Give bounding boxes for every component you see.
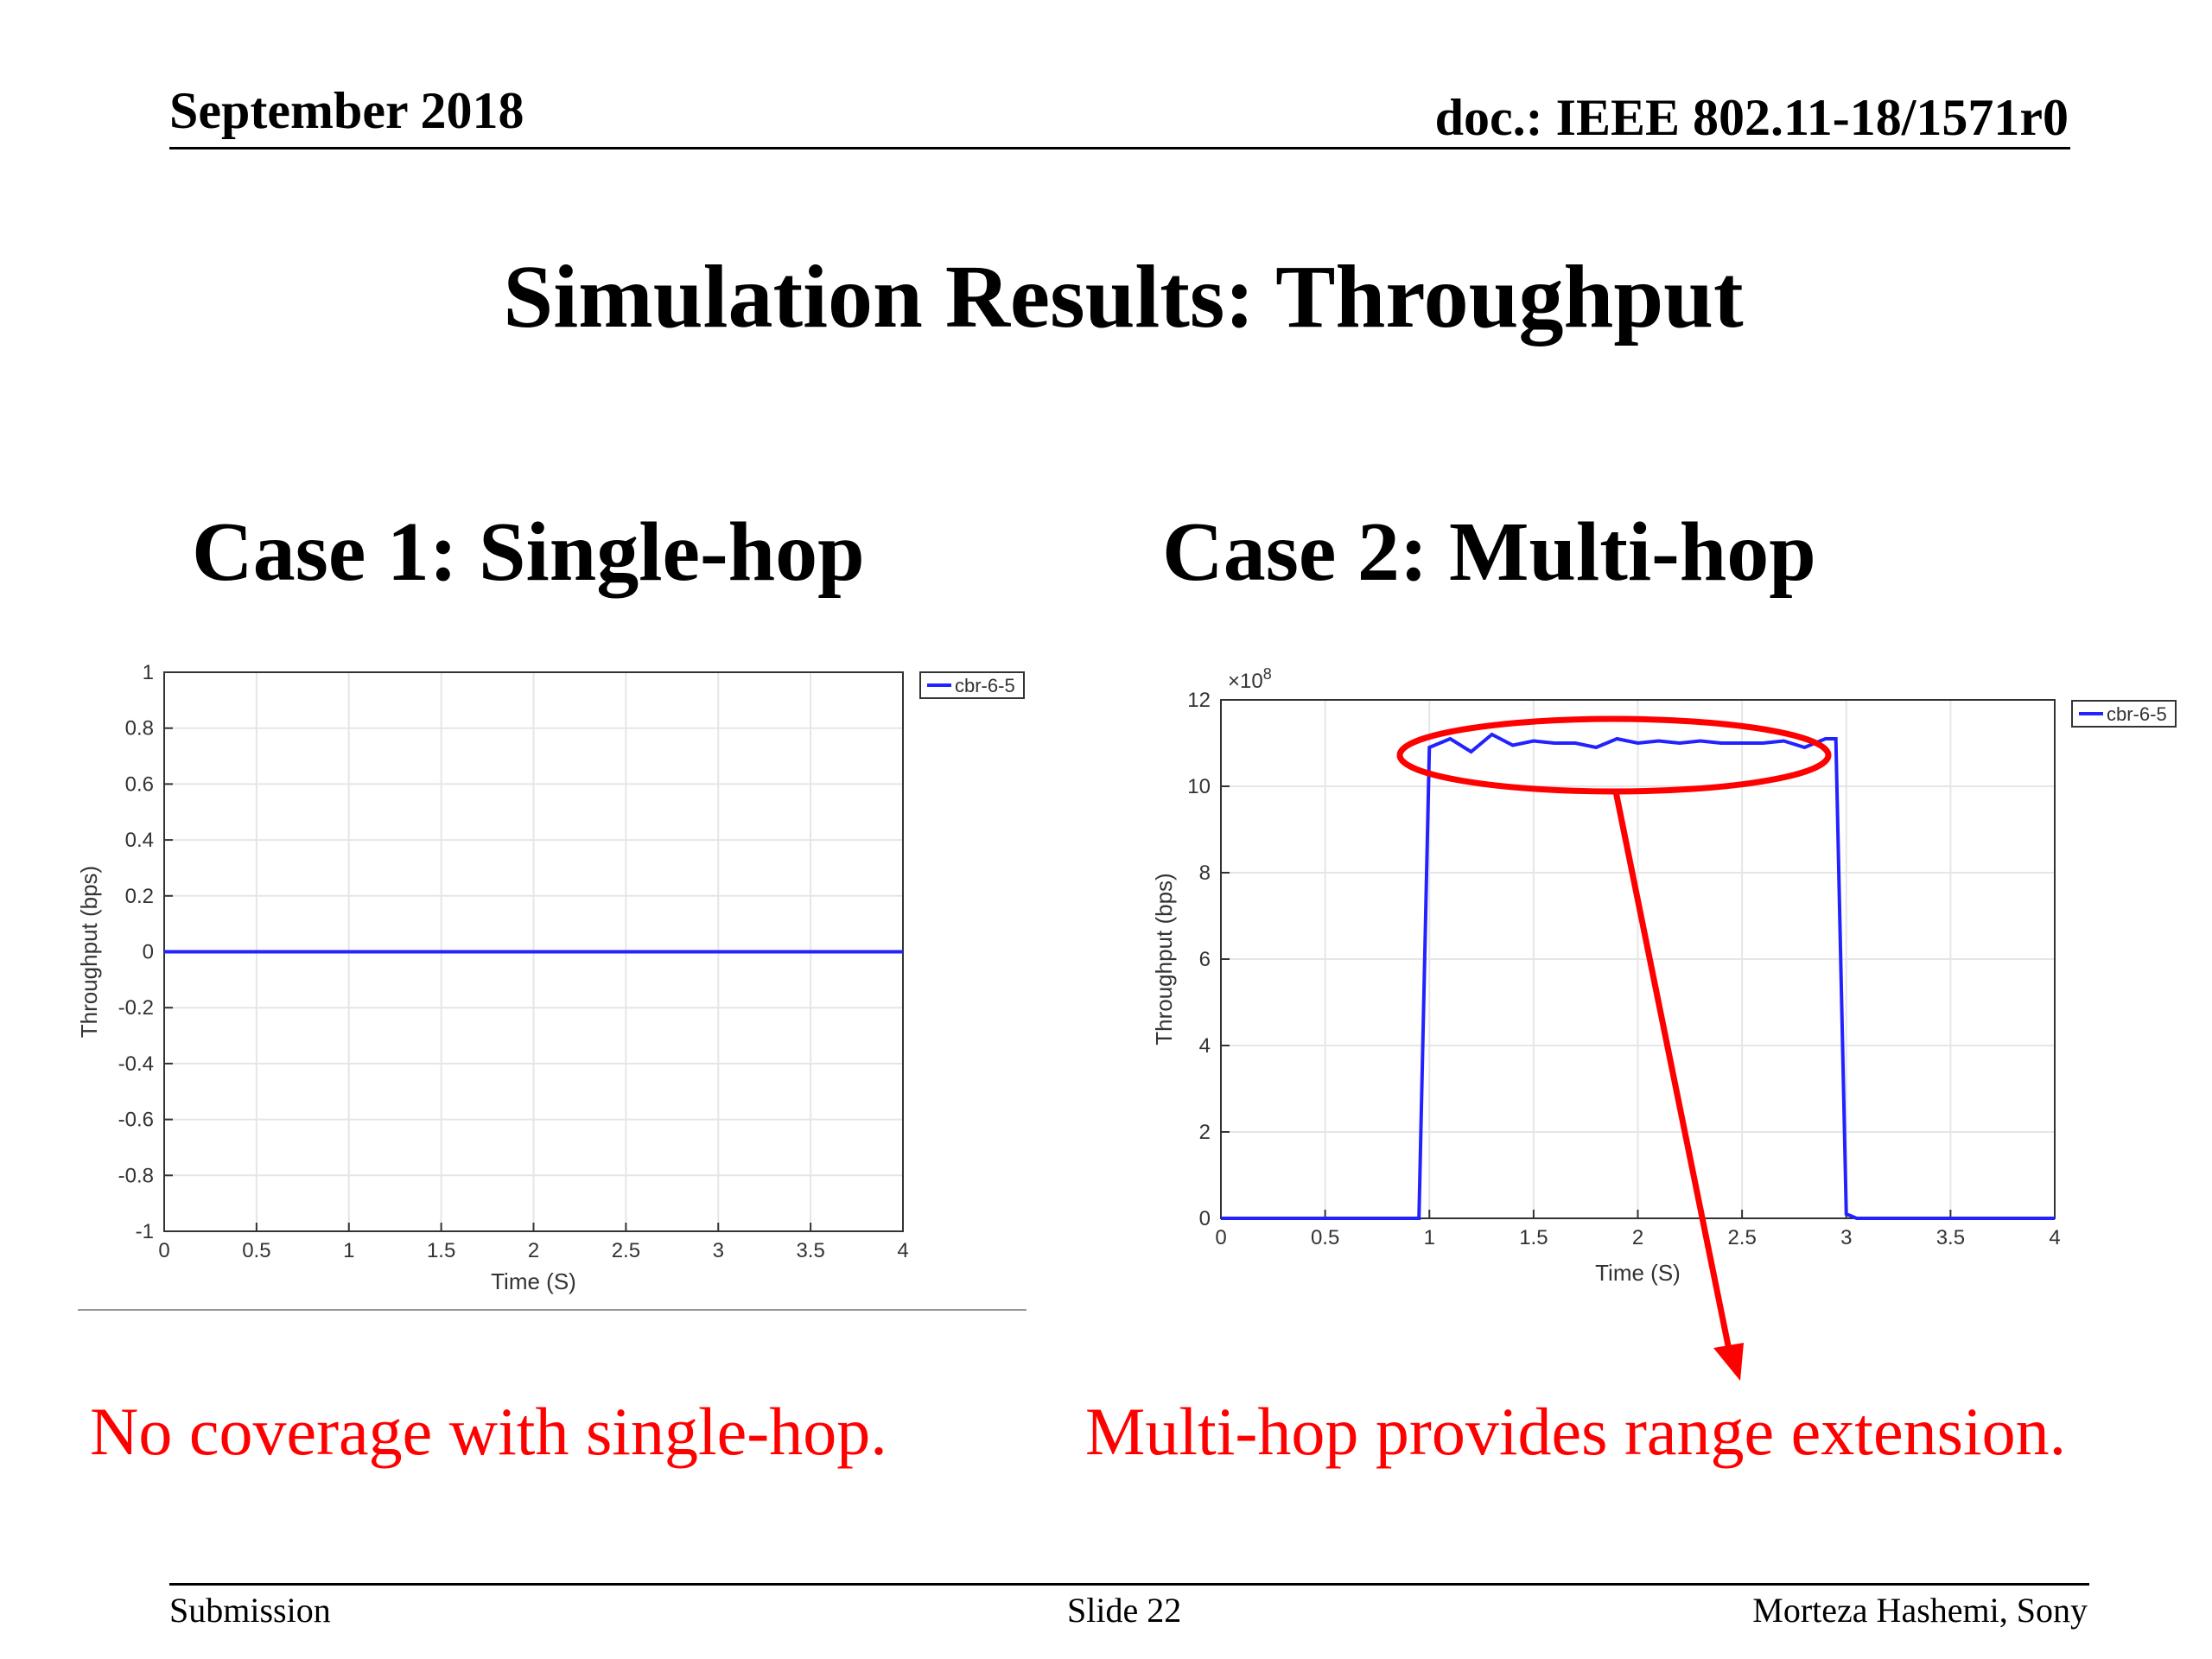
x-tick-label: 0.5 bbox=[242, 1239, 270, 1262]
case2-note: Multi-hop provides range extension. bbox=[1085, 1394, 2067, 1469]
y-axis-label: Throughput (bps) bbox=[76, 866, 102, 1038]
x-tick-label: 2 bbox=[1632, 1226, 1643, 1249]
x-tick-label: 3.5 bbox=[1936, 1226, 1965, 1249]
y-tick-label: -0.4 bbox=[118, 1052, 154, 1076]
y-tick-label: 0.6 bbox=[125, 772, 154, 796]
footer-author: Morteza Hashemi, Sony bbox=[1752, 1591, 2088, 1630]
footer-rule bbox=[169, 1583, 2089, 1586]
x-tick-label: 2 bbox=[528, 1239, 539, 1262]
header-rule bbox=[169, 147, 2070, 149]
legend-label: cbr-6-5 bbox=[2107, 703, 2167, 725]
y-axis-multiplier: ×108 bbox=[1228, 665, 1272, 693]
y-tick-label: 12 bbox=[1187, 689, 1211, 712]
x-tick-label: 3.5 bbox=[796, 1239, 824, 1262]
y-tick-label: 1 bbox=[143, 661, 154, 684]
y-tick-label: 0.4 bbox=[125, 829, 154, 852]
x-tick-label: 3 bbox=[1840, 1226, 1852, 1249]
y-tick-label: 4 bbox=[1199, 1034, 1211, 1058]
x-tick-label: 2.5 bbox=[1727, 1226, 1756, 1249]
header-date: September 2018 bbox=[169, 82, 524, 139]
x-tick-label: 1 bbox=[1424, 1226, 1435, 1249]
footer-slide-number: Slide 22 bbox=[1067, 1591, 1182, 1630]
x-tick-label: 4 bbox=[897, 1239, 908, 1262]
y-tick-label: 2 bbox=[1199, 1121, 1211, 1144]
x-tick-label: 2.5 bbox=[612, 1239, 640, 1262]
y-tick-label: 8 bbox=[1199, 861, 1211, 885]
x-tick-label: 0 bbox=[158, 1239, 169, 1262]
x-axis-label: Time (S) bbox=[491, 1268, 576, 1294]
y-tick-label: 0.8 bbox=[125, 717, 154, 741]
footer-submission: Submission bbox=[169, 1591, 331, 1630]
x-tick-label: 3 bbox=[713, 1239, 724, 1262]
legend-label: cbr-6-5 bbox=[955, 675, 1015, 696]
y-tick-label: 6 bbox=[1199, 948, 1211, 971]
y-tick-label: -0.8 bbox=[118, 1164, 154, 1187]
slide-title: Simulation Results: Throughput bbox=[503, 247, 1744, 346]
y-tick-label: 0 bbox=[1199, 1207, 1211, 1230]
x-tick-label: 0.5 bbox=[1311, 1226, 1339, 1249]
y-tick-label: 0.2 bbox=[125, 885, 154, 908]
legend-box bbox=[2071, 700, 2177, 728]
annotation-arrow-shaft bbox=[1612, 791, 1734, 1359]
x-axis-label: Time (S) bbox=[1595, 1260, 1681, 1286]
y-tick-label: -0.6 bbox=[118, 1109, 154, 1132]
x-tick-label: 1.5 bbox=[427, 1239, 455, 1262]
x-tick-label: 0 bbox=[1215, 1226, 1226, 1249]
y-tick-label: 0 bbox=[143, 941, 154, 964]
annotation-ellipse bbox=[1396, 715, 1832, 795]
case1-note: No coverage with single-hop. bbox=[90, 1394, 887, 1469]
y-tick-label: -1 bbox=[136, 1220, 154, 1243]
x-tick-label: 4 bbox=[2049, 1226, 2060, 1249]
header-doc-id: doc.: IEEE 802.11-18/1571r0 bbox=[1434, 89, 2069, 146]
y-tick-label: 10 bbox=[1187, 775, 1211, 798]
x-tick-label: 1 bbox=[343, 1239, 354, 1262]
case2-heading: Case 2: Multi-hop bbox=[1162, 505, 1816, 599]
annotation-arrow-head bbox=[1713, 1343, 1744, 1381]
case1-heading: Case 1: Single-hop bbox=[192, 505, 865, 599]
y-axis-label: Throughput (bps) bbox=[1151, 873, 1177, 1045]
x-tick-label: 1.5 bbox=[1519, 1226, 1548, 1249]
y-tick-label: -0.2 bbox=[118, 996, 154, 1020]
